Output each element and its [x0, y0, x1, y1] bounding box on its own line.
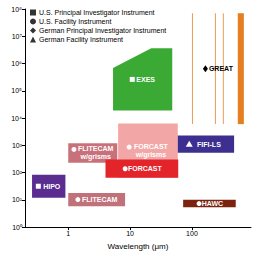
svg-text:German Facility Instrument: German Facility Instrument	[39, 36, 123, 44]
svg-text:U.S. Principal Investigator In: U.S. Principal Investigator Instrument	[39, 9, 155, 17]
svg-text:10⁰: 10⁰	[12, 224, 23, 231]
svg-text:German Principal Investigator: German Principal Investigator Instrument	[39, 27, 166, 35]
svg-text:HAWC: HAWC	[202, 200, 223, 207]
svg-text:U.S. Facility Instrument: U.S. Facility Instrument	[39, 18, 111, 26]
svg-text:10¹: 10¹	[12, 196, 23, 203]
svg-text:10⁸: 10⁸	[11, 6, 22, 13]
svg-text:10⁶: 10⁶	[11, 60, 22, 67]
svg-text:w/grisms: w/grisms	[135, 151, 166, 159]
svg-text:FORCAST: FORCAST	[128, 165, 163, 172]
svg-text:10²: 10²	[12, 169, 23, 176]
svg-text:Wavelength (μm): Wavelength (μm)	[108, 242, 169, 251]
svg-text:10³: 10³	[12, 142, 23, 149]
svg-text:10⁵: 10⁵	[11, 87, 22, 94]
svg-text:100: 100	[186, 230, 198, 237]
svg-text:10⁴: 10⁴	[11, 115, 22, 122]
svg-text:GREAT: GREAT	[209, 65, 234, 72]
svg-text:1: 1	[66, 230, 70, 237]
svg-text:10⁷: 10⁷	[12, 33, 23, 40]
svg-text:FLITECAM: FLITECAM	[82, 196, 118, 203]
svg-text:EXES: EXES	[136, 76, 155, 83]
svg-text:FIFI-LS: FIFI-LS	[197, 141, 221, 148]
svg-text:HIPO: HIPO	[43, 183, 61, 190]
svg-text:FORCAST: FORCAST	[134, 143, 169, 150]
svg-text:10: 10	[126, 230, 134, 237]
svg-text:FLITECAM: FLITECAM	[78, 145, 114, 152]
svg-text:w/grisms: w/grisms	[80, 153, 111, 161]
